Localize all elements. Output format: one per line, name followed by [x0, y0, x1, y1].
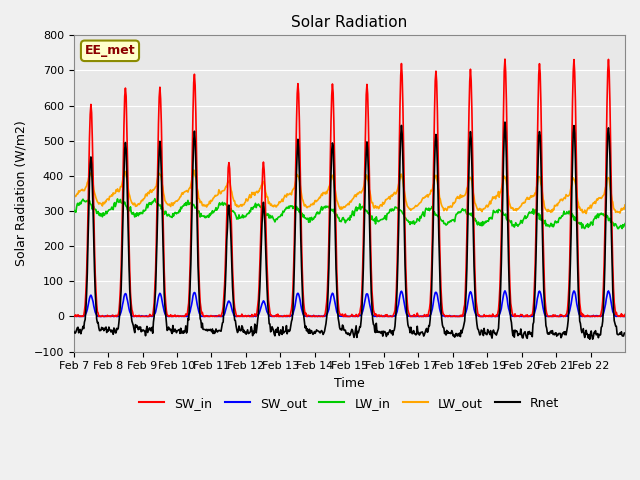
- Legend: SW_in, SW_out, LW_in, LW_out, Rnet: SW_in, SW_out, LW_in, LW_out, Rnet: [134, 392, 564, 415]
- X-axis label: Time: Time: [334, 377, 365, 390]
- Text: EE_met: EE_met: [84, 44, 135, 57]
- Y-axis label: Solar Radiation (W/m2): Solar Radiation (W/m2): [15, 120, 28, 266]
- Title: Solar Radiation: Solar Radiation: [291, 15, 408, 30]
